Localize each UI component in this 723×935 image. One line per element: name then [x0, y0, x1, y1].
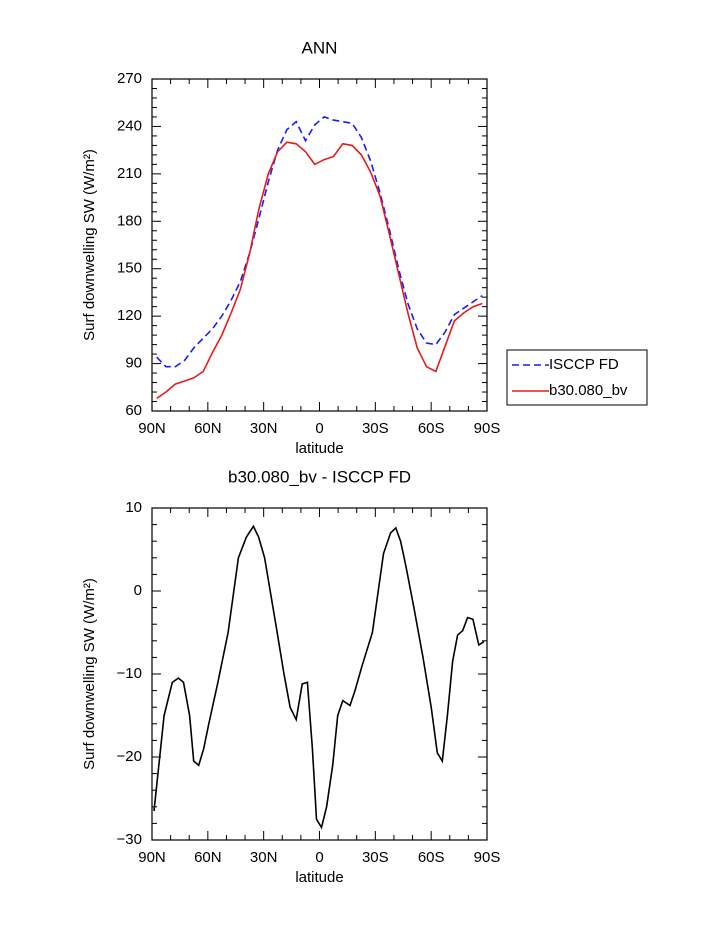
y-tick-label: 120 [117, 307, 142, 324]
y-tick-label: 180 [117, 212, 142, 229]
x-tick-label: 90S [474, 420, 501, 437]
x-tick-label: 60S [418, 849, 445, 866]
x-tick-label: 90N [138, 420, 166, 437]
plot-frame [151, 78, 488, 412]
y-tick-label: 270 [117, 70, 142, 87]
series-line [156, 115, 483, 368]
series-line [153, 524, 485, 830]
plot-frame [151, 507, 488, 841]
x-tick-label: 30S [362, 420, 389, 437]
y-axis-label: Surf downwelling SW (W/m²) [81, 578, 98, 770]
legend-label: ISCCP FD [549, 356, 619, 373]
x-tick-label: 90N [138, 849, 166, 866]
y-tick-label: 210 [117, 165, 142, 182]
x-tick-label: 60N [194, 420, 222, 437]
x-tick-label: 90S [474, 849, 501, 866]
chart-title: ANN [302, 38, 338, 57]
legend-label: b30.080_bv [549, 382, 628, 399]
x-tick-label: 0 [315, 420, 323, 437]
y-tick-label: 60 [125, 402, 142, 419]
y-tick-label: 90 [125, 355, 142, 372]
x-tick-label: 60N [194, 849, 222, 866]
x-axis-label: latitude [295, 440, 343, 457]
y-tick-label: −10 [117, 665, 142, 682]
y-tick-label: 10 [125, 499, 142, 516]
y-axis-label: Surf downwelling SW (W/m²) [81, 149, 98, 341]
y-tick-label: 240 [117, 117, 142, 134]
x-tick-label: 30N [250, 849, 278, 866]
chart-title: b30.080_bv - ISCCP FD [228, 467, 411, 486]
y-tick-label: −20 [117, 748, 142, 765]
y-tick-label: 0 [134, 582, 142, 599]
x-tick-label: 30N [250, 420, 278, 437]
x-tick-label: 0 [315, 849, 323, 866]
x-tick-label: 30S [362, 849, 389, 866]
x-axis-label: latitude [295, 869, 343, 886]
y-tick-label: −30 [117, 831, 142, 848]
legend-box [506, 349, 648, 406]
series-line [156, 141, 483, 400]
x-tick-label: 60S [418, 420, 445, 437]
y-tick-label: 150 [117, 260, 142, 277]
